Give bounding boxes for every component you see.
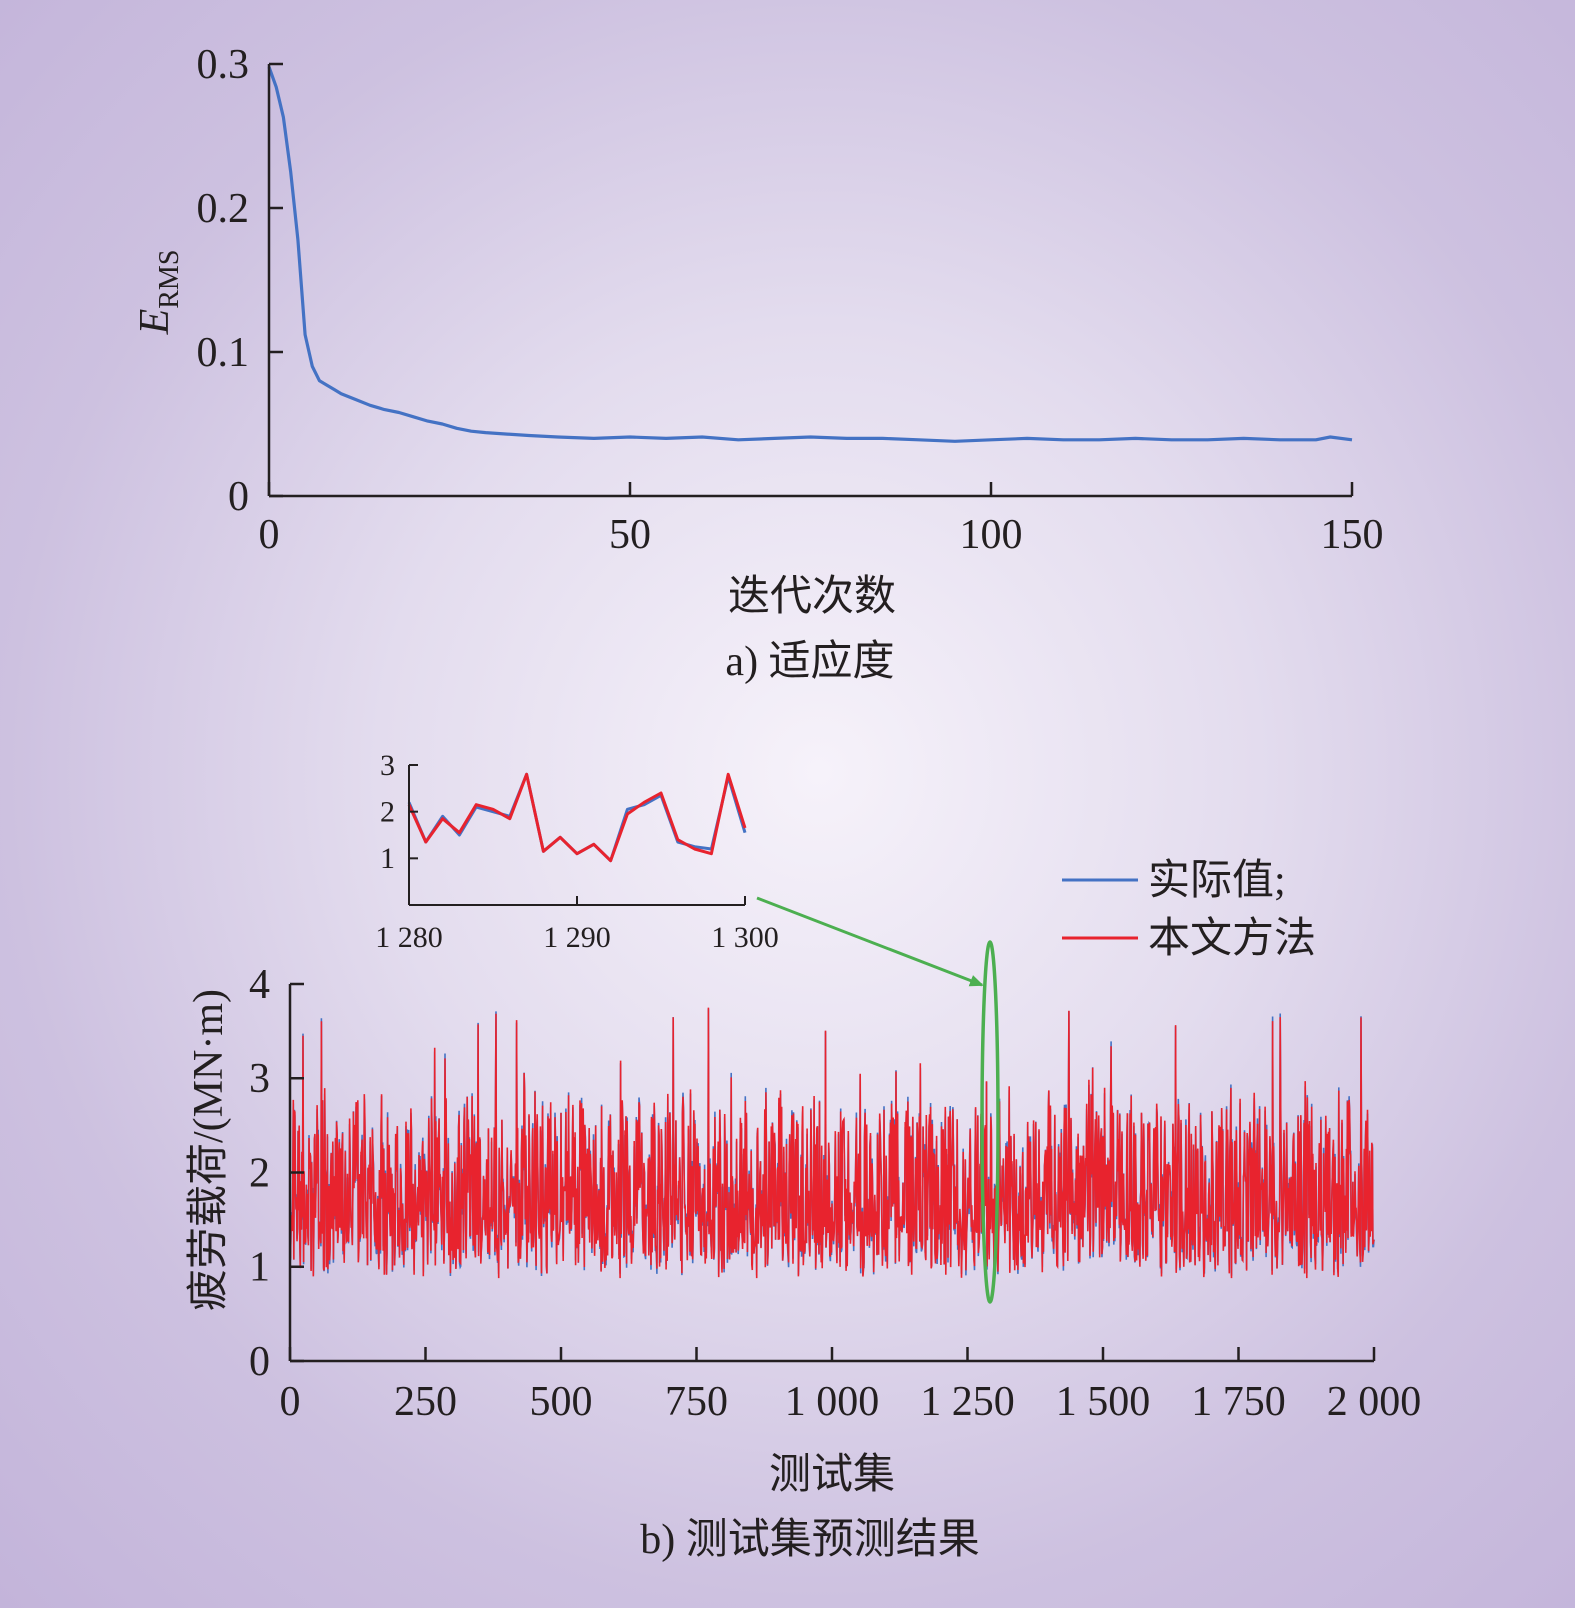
y-tick-label: 3 (380, 749, 395, 782)
x-tick-label: 50 (609, 512, 651, 558)
y-tick-label: 0 (249, 1339, 270, 1385)
x-tick-label: 2 000 (1327, 1379, 1422, 1425)
y-tick-label: 0.2 (197, 186, 250, 232)
test-set-chart: 0 250 500 750 1 000 1 250 1 500 1 750 2 000 0 1 2 3… (186, 857, 1421, 1563)
y-tick-label: 1 (380, 842, 395, 875)
predicted-series-line (289, 1007, 1375, 1279)
test-set-y-ticks: 0 1 2 3 4 (249, 962, 304, 1385)
x-tick-label: 1 000 (785, 1379, 880, 1425)
x-tick-label: 1 290 (543, 921, 611, 954)
inset-x-ticks: 1 280 1 290 1 300 (375, 896, 779, 954)
inset-predicted-line (407, 772, 747, 863)
fitness-x-axis-label: 迭代次数 (728, 574, 896, 620)
test-set-plot-area (289, 1007, 1375, 1279)
zoom-arrow (756, 896, 984, 987)
y-tick-label: 1 (249, 1245, 270, 1291)
y-tick-label: 0.1 (197, 330, 250, 376)
test-set-x-ticks: 0 250 500 750 1 000 1 250 1 500 1 750 2 000 (280, 1347, 1422, 1425)
x-tick-label: 1 500 (1056, 1379, 1151, 1425)
y-tick-label: 2 (249, 1150, 270, 1196)
inset-plot-area (407, 772, 747, 863)
x-tick-label: 0 (280, 1379, 301, 1425)
fitness-caption: a) 适应度 (725, 638, 894, 685)
fitness-chart: 0 50 100 150 0 0.1 0.2 0.3 ERMS 迭代次数 a) 适应度 (132, 42, 1384, 685)
x-tick-label: 100 (960, 512, 1023, 558)
legend-label-predicted: 本文方法 (1148, 915, 1316, 962)
test-set-x-axis-label: 测试集 (769, 1452, 895, 1498)
x-tick-label: 0 (259, 512, 280, 558)
x-tick-label: 1 250 (920, 1379, 1015, 1425)
x-tick-label: 750 (665, 1379, 728, 1425)
fitness-series-line (267, 66, 1353, 443)
test-set-caption: b) 测试集预测结果 (640, 1517, 980, 1563)
fitness-axes (267, 64, 1352, 498)
y-tick-label: 0.3 (197, 42, 250, 88)
fitness-x-ticks: 0 50 100 150 (259, 482, 1384, 558)
x-tick-label: 150 (1321, 512, 1384, 558)
test-set-y-axis-label: 疲劳载荷/(MN·m) (186, 989, 232, 1311)
x-tick-label: 500 (530, 1379, 593, 1425)
y-tick-label: 3 (249, 1056, 270, 1102)
inset-y-ticks: 1 2 3 (380, 749, 418, 875)
legend-label-actual: 实际值; (1148, 857, 1286, 904)
fitness-y-axis-label: ERMS (132, 250, 185, 336)
x-tick-label: 250 (394, 1379, 457, 1425)
fitness-plot-area (267, 66, 1353, 443)
x-tick-label: 1 750 (1191, 1379, 1286, 1425)
x-tick-label: 1 280 (375, 921, 443, 954)
legend: 实际值; 本文方法 (1062, 857, 1316, 962)
y-tick-label: 2 (380, 796, 395, 829)
zoom-highlight-ellipse (980, 940, 1000, 1304)
y-tick-label: 4 (249, 962, 270, 1008)
inset-chart: 1 280 1 290 1 300 1 2 3 (375, 749, 779, 954)
y-tick-label: 0 (228, 474, 249, 520)
x-tick-label: 1 300 (711, 921, 779, 954)
fitness-y-ticks: 0 0.1 0.2 0.3 (197, 42, 283, 520)
